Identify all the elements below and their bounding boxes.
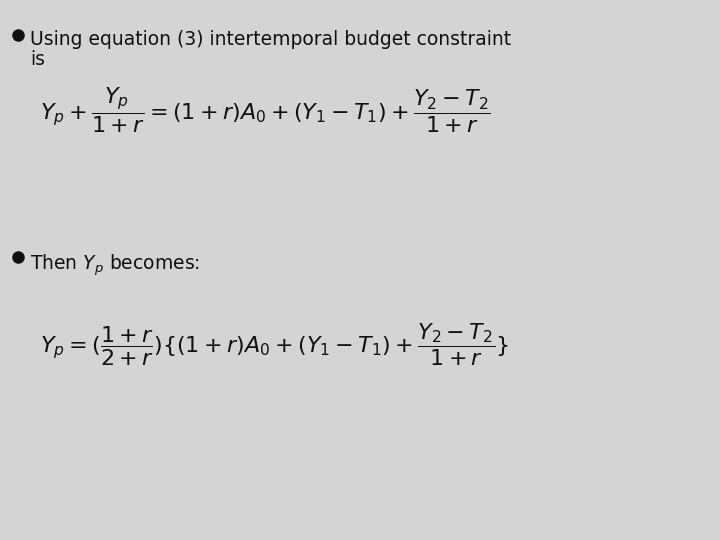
Text: Then $Y_p$ becomes:: Then $Y_p$ becomes: — [30, 252, 200, 278]
Text: Using equation (3) intertemporal budget constraint: Using equation (3) intertemporal budget … — [30, 30, 511, 49]
Text: $Y_p + \dfrac{Y_p}{1+r} = (1+r)A_0 + (Y_1 - T_1) + \dfrac{Y_2 - T_2}{1+r}$: $Y_p + \dfrac{Y_p}{1+r} = (1+r)A_0 + (Y_… — [40, 85, 491, 134]
Text: is: is — [30, 50, 45, 69]
Text: $Y_p = (\dfrac{1+r}{2+r})\{(1+r)A_0 + (Y_1 - T_1) + \dfrac{Y_2 - T_2}{1+r}\}$: $Y_p = (\dfrac{1+r}{2+r})\{(1+r)A_0 + (Y… — [40, 322, 509, 368]
